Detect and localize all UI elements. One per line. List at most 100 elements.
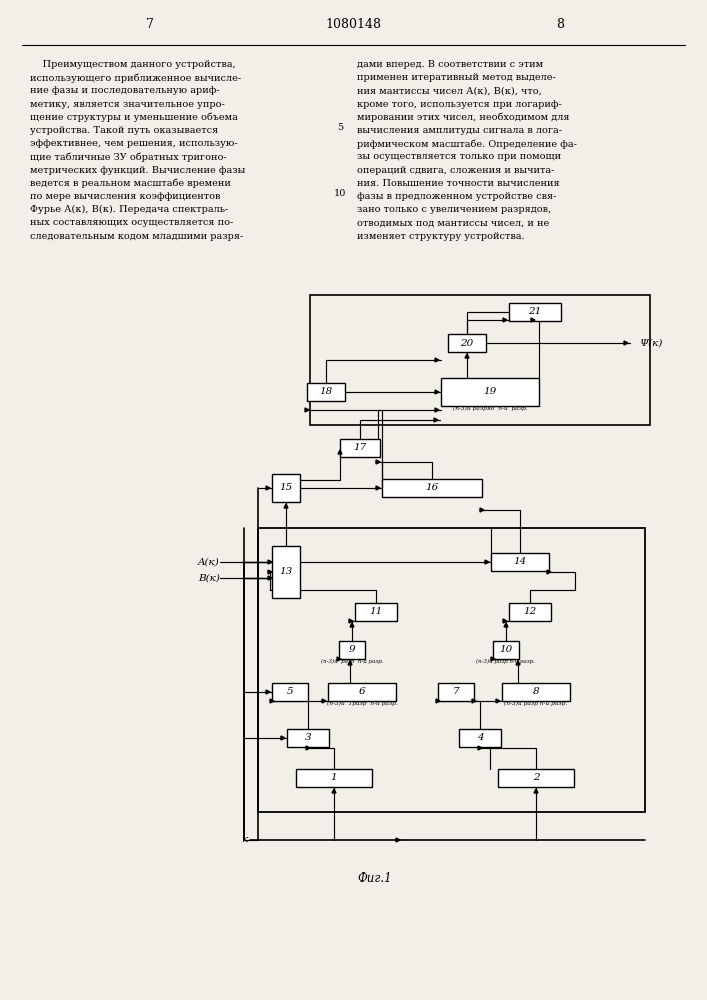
Text: эффективнее, чем решения, использую-: эффективнее, чем решения, использую- bbox=[30, 139, 238, 148]
Text: зы осуществляется только при помощи: зы осуществляется только при помощи bbox=[357, 152, 561, 161]
Polygon shape bbox=[465, 354, 469, 358]
Polygon shape bbox=[337, 657, 341, 661]
Polygon shape bbox=[435, 390, 439, 394]
Text: (n-3)й  разр  n-й разр.: (n-3)й разр n-й разр. bbox=[321, 658, 383, 664]
Polygon shape bbox=[332, 789, 336, 793]
Bar bbox=[441, 378, 539, 406]
Bar bbox=[258, 528, 645, 812]
Text: Фиг.1: Фиг.1 bbox=[358, 871, 392, 884]
Bar bbox=[509, 603, 551, 621]
Polygon shape bbox=[305, 408, 309, 412]
Text: B(к): B(к) bbox=[198, 574, 220, 582]
Bar bbox=[328, 683, 396, 701]
Bar bbox=[448, 334, 486, 352]
Text: 5: 5 bbox=[286, 688, 293, 696]
Text: 9: 9 bbox=[349, 646, 356, 654]
Text: A(к): A(к) bbox=[198, 558, 220, 566]
Polygon shape bbox=[338, 450, 342, 454]
Text: рифмическом масштабе. Определение фа-: рифмическом масштабе. Определение фа- bbox=[357, 139, 577, 149]
Polygon shape bbox=[531, 318, 535, 322]
Polygon shape bbox=[472, 699, 476, 703]
Polygon shape bbox=[376, 460, 380, 464]
Bar bbox=[296, 769, 372, 787]
Polygon shape bbox=[350, 623, 354, 627]
Text: 17: 17 bbox=[354, 444, 367, 452]
Text: Преимуществом данного устройства,: Преимуществом данного устройства, bbox=[30, 60, 235, 69]
Text: изменяет структуру устройства.: изменяет структуру устройства. bbox=[357, 232, 525, 241]
Text: 16: 16 bbox=[426, 484, 438, 492]
Polygon shape bbox=[436, 699, 440, 703]
Text: (n-3)й разряд  n-й  разр.: (n-3)й разряд n-й разр. bbox=[452, 405, 527, 411]
Bar bbox=[382, 479, 482, 497]
Bar bbox=[459, 729, 501, 747]
Text: по мере вычисления коэффициентов: по мере вычисления коэффициентов bbox=[30, 192, 221, 201]
Polygon shape bbox=[376, 486, 380, 490]
Bar bbox=[438, 683, 474, 701]
Polygon shape bbox=[624, 341, 628, 345]
Polygon shape bbox=[547, 570, 551, 574]
Text: к: к bbox=[242, 836, 248, 844]
Polygon shape bbox=[348, 661, 352, 665]
Polygon shape bbox=[434, 418, 438, 422]
Polygon shape bbox=[284, 504, 288, 508]
Text: 14: 14 bbox=[513, 558, 527, 566]
Polygon shape bbox=[491, 657, 495, 661]
Polygon shape bbox=[435, 408, 439, 412]
Polygon shape bbox=[270, 699, 274, 703]
Text: 19: 19 bbox=[484, 387, 496, 396]
Polygon shape bbox=[503, 619, 507, 623]
Polygon shape bbox=[281, 736, 285, 740]
Polygon shape bbox=[435, 358, 439, 362]
Bar bbox=[339, 641, 365, 659]
Text: кроме того, используется при логариф-: кроме того, используется при логариф- bbox=[357, 100, 562, 109]
Text: отводимых под мантиссы чисел, и не: отводимых под мантиссы чисел, и не bbox=[357, 218, 549, 227]
Bar bbox=[491, 553, 549, 571]
Text: 21: 21 bbox=[528, 308, 542, 316]
Text: щие табличные ЗУ обратных тригоно-: щие табличные ЗУ обратных тригоно- bbox=[30, 152, 227, 162]
Polygon shape bbox=[516, 661, 520, 665]
Text: (n-3)й  1разр  n-й разр.: (n-3)й 1разр n-й разр. bbox=[327, 700, 397, 706]
Bar bbox=[340, 439, 380, 457]
Text: 7: 7 bbox=[452, 688, 460, 696]
Polygon shape bbox=[496, 699, 500, 703]
Bar bbox=[355, 603, 397, 621]
Polygon shape bbox=[266, 690, 270, 694]
Text: 7: 7 bbox=[146, 18, 154, 31]
Text: 13: 13 bbox=[279, 568, 293, 576]
Polygon shape bbox=[478, 746, 482, 750]
Bar bbox=[509, 303, 561, 321]
Polygon shape bbox=[480, 508, 484, 512]
Text: 11: 11 bbox=[369, 607, 382, 616]
Polygon shape bbox=[534, 789, 538, 793]
Text: метрических функций. Вычисление фазы: метрических функций. Вычисление фазы bbox=[30, 166, 245, 175]
Text: 2: 2 bbox=[532, 774, 539, 782]
Bar bbox=[498, 769, 574, 787]
Text: 20: 20 bbox=[460, 338, 474, 348]
Text: мировании этих чисел, необходимом для: мировании этих чисел, необходимом для bbox=[357, 113, 570, 122]
Polygon shape bbox=[306, 746, 310, 750]
Polygon shape bbox=[349, 619, 353, 623]
Text: устройства. Такой путь оказывается: устройства. Такой путь оказывается bbox=[30, 126, 218, 135]
Text: ных составляющих осуществляется по-: ных составляющих осуществляется по- bbox=[30, 218, 233, 227]
Bar bbox=[272, 683, 308, 701]
Text: (n-3)й разр n-й разр.: (n-3)й разр n-й разр. bbox=[477, 658, 535, 664]
Text: щение структуры и уменьшение объема: щение структуры и уменьшение объема bbox=[30, 113, 238, 122]
Text: (n-3)й разр n-й разр.: (n-3)й разр n-й разр. bbox=[504, 700, 568, 706]
Text: применен итеративный метод выделе-: применен итеративный метод выделе- bbox=[357, 73, 556, 82]
Polygon shape bbox=[485, 560, 489, 564]
Text: ведется в реальном масштабе времени: ведется в реальном масштабе времени bbox=[30, 179, 231, 188]
Text: фазы в предложенном устройстве свя-: фазы в предложенном устройстве свя- bbox=[357, 192, 556, 201]
Bar bbox=[502, 683, 570, 701]
Bar bbox=[272, 474, 300, 502]
Text: 8: 8 bbox=[532, 688, 539, 696]
Bar bbox=[272, 546, 300, 598]
Text: операций сдвига, сложения и вычита-: операций сдвига, сложения и вычита- bbox=[357, 166, 554, 175]
Polygon shape bbox=[396, 838, 400, 842]
Text: 6: 6 bbox=[358, 688, 366, 696]
Polygon shape bbox=[268, 560, 272, 564]
Bar bbox=[307, 383, 345, 401]
Text: 15: 15 bbox=[279, 484, 293, 492]
Bar bbox=[287, 729, 329, 747]
Polygon shape bbox=[268, 570, 272, 574]
Text: 10: 10 bbox=[499, 646, 513, 654]
